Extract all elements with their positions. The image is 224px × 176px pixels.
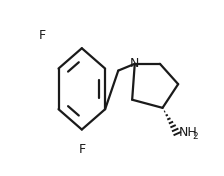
Text: NH: NH xyxy=(179,126,198,139)
Text: F: F xyxy=(78,143,85,156)
Text: F: F xyxy=(39,29,46,42)
Text: N: N xyxy=(130,57,140,70)
Text: 2: 2 xyxy=(192,133,198,142)
